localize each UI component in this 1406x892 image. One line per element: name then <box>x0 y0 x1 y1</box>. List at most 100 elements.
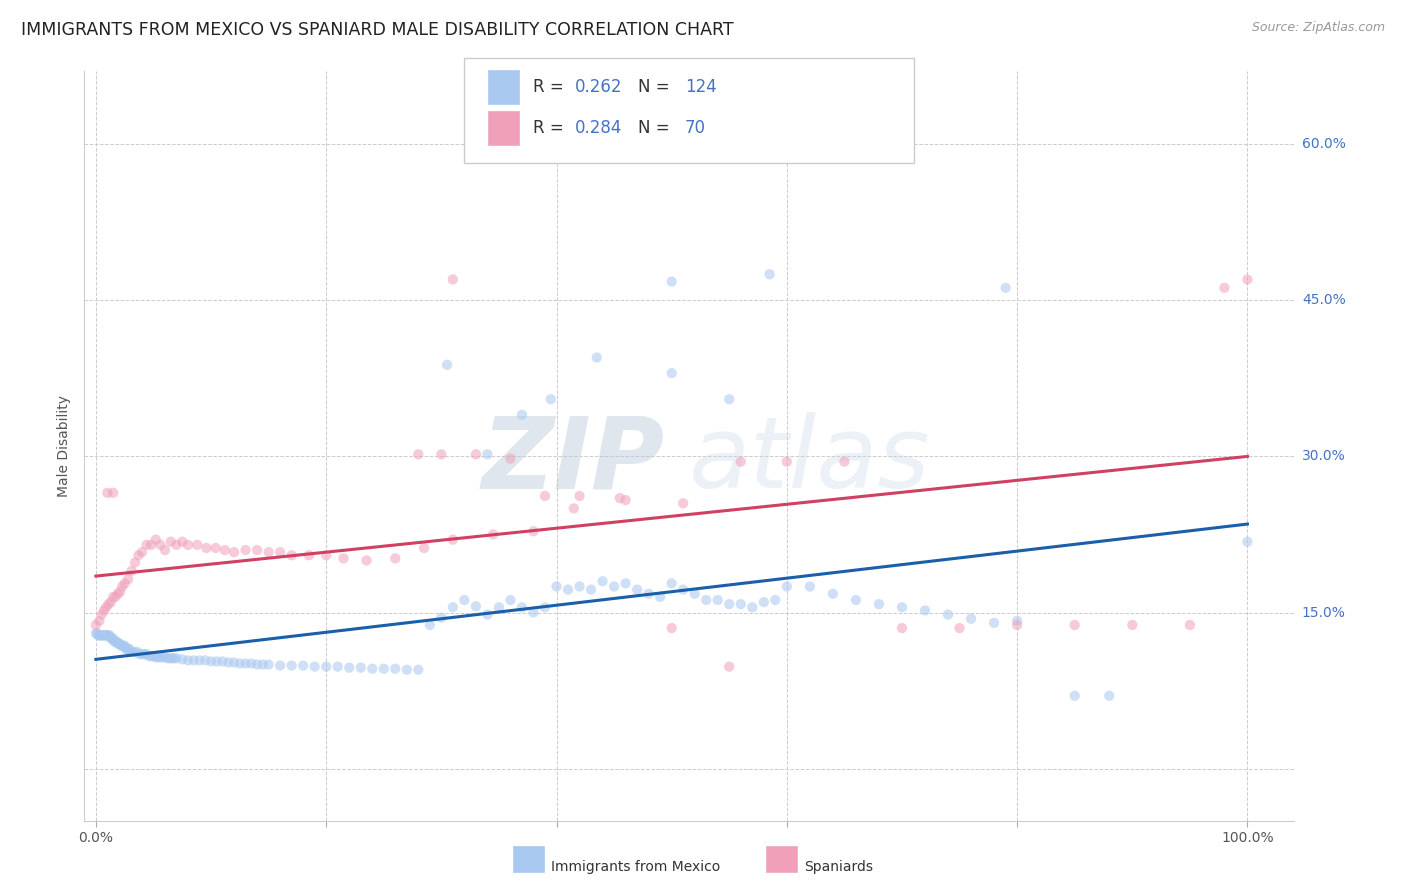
Point <box>183 653 205 667</box>
Text: 15.0%: 15.0% <box>1302 606 1346 620</box>
Point <box>101 632 124 646</box>
Point <box>257 545 280 559</box>
Point <box>141 538 163 552</box>
Point <box>499 451 522 466</box>
Point <box>579 582 602 597</box>
Point <box>384 662 406 676</box>
Point <box>105 634 128 648</box>
Point <box>436 358 458 372</box>
Point <box>298 548 321 563</box>
Point <box>419 618 441 632</box>
Point <box>108 584 131 599</box>
Point <box>172 652 194 666</box>
Point <box>1063 618 1085 632</box>
Point <box>373 662 395 676</box>
Point <box>86 626 108 640</box>
Point <box>152 650 174 665</box>
Point <box>135 538 157 552</box>
Point <box>356 553 378 567</box>
Point <box>145 533 167 547</box>
Point <box>177 538 200 552</box>
Point <box>834 455 856 469</box>
Point <box>464 599 486 614</box>
Point <box>128 647 150 661</box>
Point <box>758 268 780 282</box>
Point <box>103 634 125 648</box>
Point <box>127 645 149 659</box>
Point <box>337 660 360 675</box>
Point <box>730 597 752 611</box>
Point <box>1063 689 1085 703</box>
Point <box>146 650 169 665</box>
Point <box>1098 689 1121 703</box>
Point <box>97 597 120 611</box>
Point <box>90 628 112 642</box>
Point <box>776 455 799 469</box>
Point <box>661 366 683 380</box>
Point <box>1236 272 1258 286</box>
Point <box>166 651 188 665</box>
Point <box>603 580 626 594</box>
Point <box>100 595 122 609</box>
Point <box>108 637 131 651</box>
Point <box>222 656 245 670</box>
Point <box>160 651 183 665</box>
Point <box>134 647 156 661</box>
Point <box>741 600 763 615</box>
Point <box>994 281 1017 295</box>
Point <box>111 639 134 653</box>
Text: 0.284: 0.284 <box>575 120 623 137</box>
Point <box>166 538 188 552</box>
Point <box>117 572 139 586</box>
Point <box>891 600 914 615</box>
Point <box>177 653 200 667</box>
Point <box>706 593 728 607</box>
Point <box>204 541 226 555</box>
Point <box>186 538 208 552</box>
Point <box>93 628 115 642</box>
Point <box>540 392 562 407</box>
Point <box>637 587 659 601</box>
Point <box>672 496 695 510</box>
Point <box>89 614 111 628</box>
Point <box>159 534 181 549</box>
Point <box>135 647 157 661</box>
Point <box>1213 281 1236 295</box>
Point <box>891 621 914 635</box>
Point <box>235 657 257 671</box>
Point <box>430 611 453 625</box>
Point <box>98 628 121 642</box>
Point <box>1121 618 1143 632</box>
Point <box>350 660 373 675</box>
Point <box>730 455 752 469</box>
Point <box>89 628 111 642</box>
Point <box>96 628 118 642</box>
Point <box>104 634 127 648</box>
Point <box>609 491 631 505</box>
Point <box>172 534 194 549</box>
Text: 124: 124 <box>685 78 717 96</box>
Point <box>361 662 384 676</box>
Point <box>718 392 741 407</box>
Point <box>763 593 786 607</box>
Point <box>626 582 648 597</box>
Point <box>557 582 579 597</box>
Point <box>661 275 683 289</box>
Point <box>534 489 557 503</box>
Point <box>153 543 176 558</box>
Point <box>114 639 136 653</box>
Point <box>107 587 129 601</box>
Text: 0.262: 0.262 <box>575 78 623 96</box>
Point <box>93 603 115 617</box>
Point <box>326 659 349 673</box>
Point <box>914 603 936 617</box>
Point <box>718 597 741 611</box>
Point <box>332 551 354 566</box>
Point <box>315 548 337 563</box>
Point <box>868 597 890 611</box>
Point <box>246 543 269 558</box>
Text: 45.0%: 45.0% <box>1302 293 1346 308</box>
Point <box>195 541 218 555</box>
Point <box>280 658 302 673</box>
Point <box>100 632 122 646</box>
